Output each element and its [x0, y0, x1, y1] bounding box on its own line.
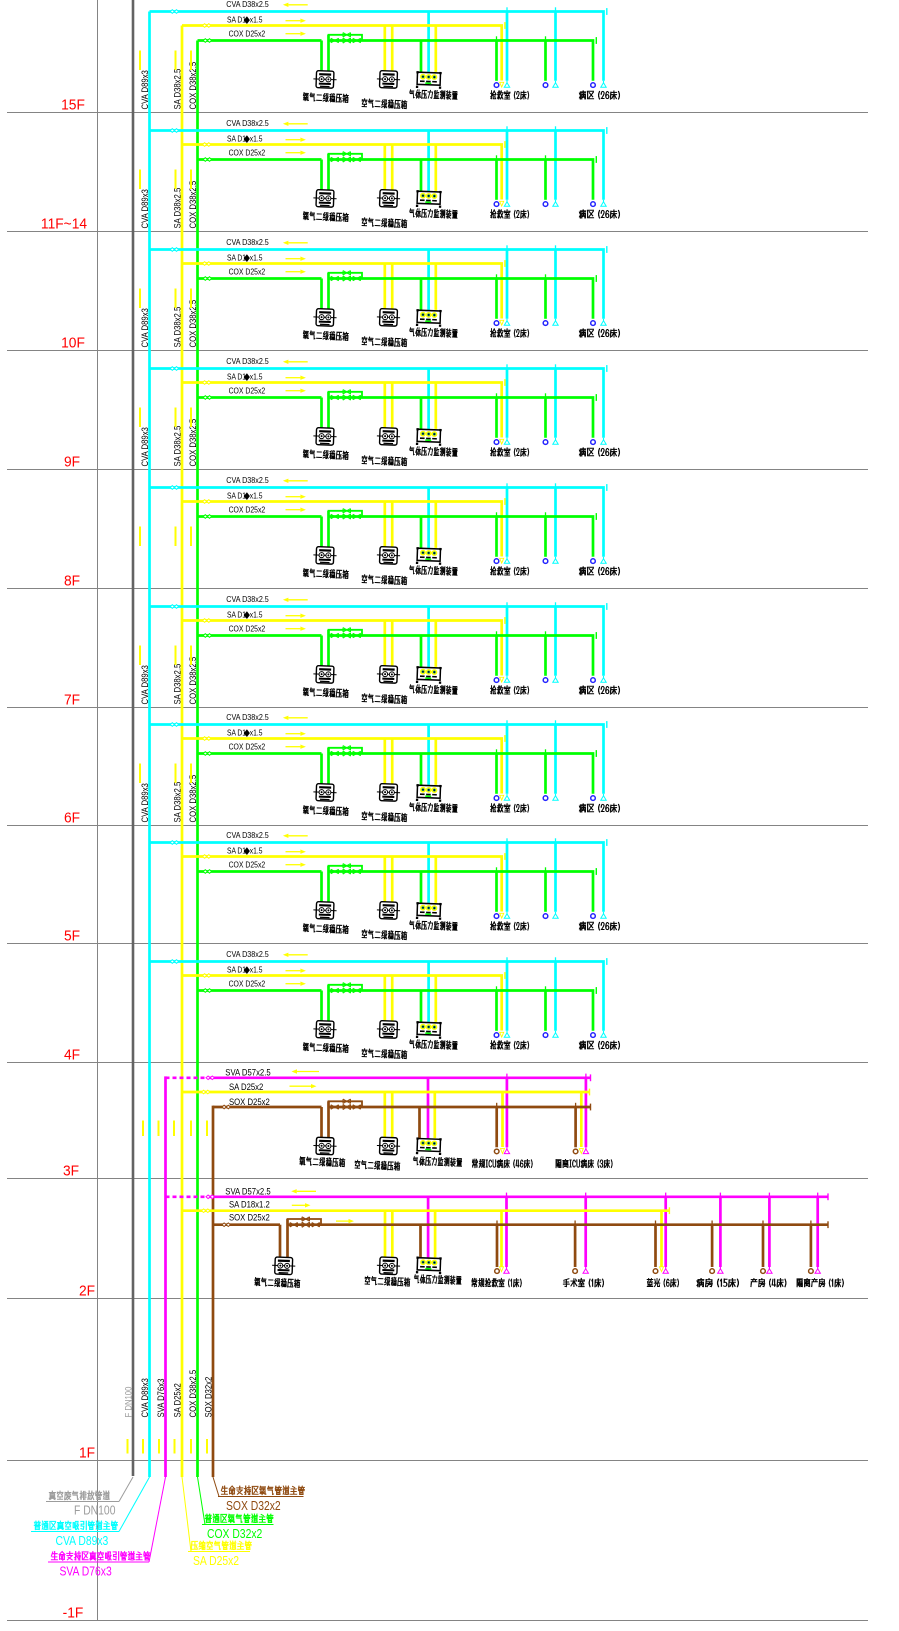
svg-text:7F: 7F [64, 692, 80, 709]
svg-text:SVA D57x2.5: SVA D57x2.5 [225, 1068, 271, 1078]
svg-text:F DN100: F DN100 [124, 1386, 134, 1417]
svg-text:SA D25x2: SA D25x2 [173, 1383, 183, 1418]
svg-text:5F: 5F [64, 928, 80, 945]
svg-text:CVA D89x3: CVA D89x3 [56, 1535, 109, 1548]
svg-text:10F: 10F [61, 335, 85, 352]
svg-text:SVA D57x2.5: SVA D57x2.5 [225, 1187, 271, 1197]
svg-text:SOX D25x2: SOX D25x2 [229, 1097, 270, 1107]
svg-text:COX D32x2: COX D32x2 [207, 1528, 262, 1541]
svg-text:1F: 1F [79, 1445, 95, 1462]
svg-text:SOX D32x2: SOX D32x2 [204, 1376, 214, 1417]
svg-text:SOX D25x2: SOX D25x2 [229, 1213, 270, 1223]
svg-text:SA D25x2: SA D25x2 [229, 1082, 264, 1092]
svg-text:4F: 4F [64, 1047, 80, 1064]
svg-text:-1F: -1F [63, 1605, 84, 1622]
svg-text:COX D38x2.5: COX D38x2.5 [188, 1369, 198, 1417]
svg-text:SA D25x2: SA D25x2 [193, 1555, 239, 1568]
svg-text:11F~14: 11F~14 [41, 216, 87, 233]
svg-text:SVA D76x3: SVA D76x3 [60, 1566, 112, 1579]
svg-text:3F: 3F [63, 1163, 79, 1180]
svg-text:SA D18x1.2: SA D18x1.2 [229, 1200, 270, 1210]
svg-text:9F: 9F [64, 454, 80, 471]
svg-text:8F: 8F [64, 573, 80, 590]
svg-text:SVA D76x3: SVA D76x3 [156, 1378, 166, 1417]
svg-text:CVA D89x3: CVA D89x3 [140, 1378, 150, 1418]
svg-text:15F: 15F [61, 97, 85, 114]
svg-text:F DN100: F DN100 [74, 1505, 115, 1518]
svg-text:2F: 2F [79, 1283, 95, 1300]
svg-text:6F: 6F [64, 810, 80, 827]
svg-text:SOX D32x2: SOX D32x2 [226, 1500, 281, 1513]
